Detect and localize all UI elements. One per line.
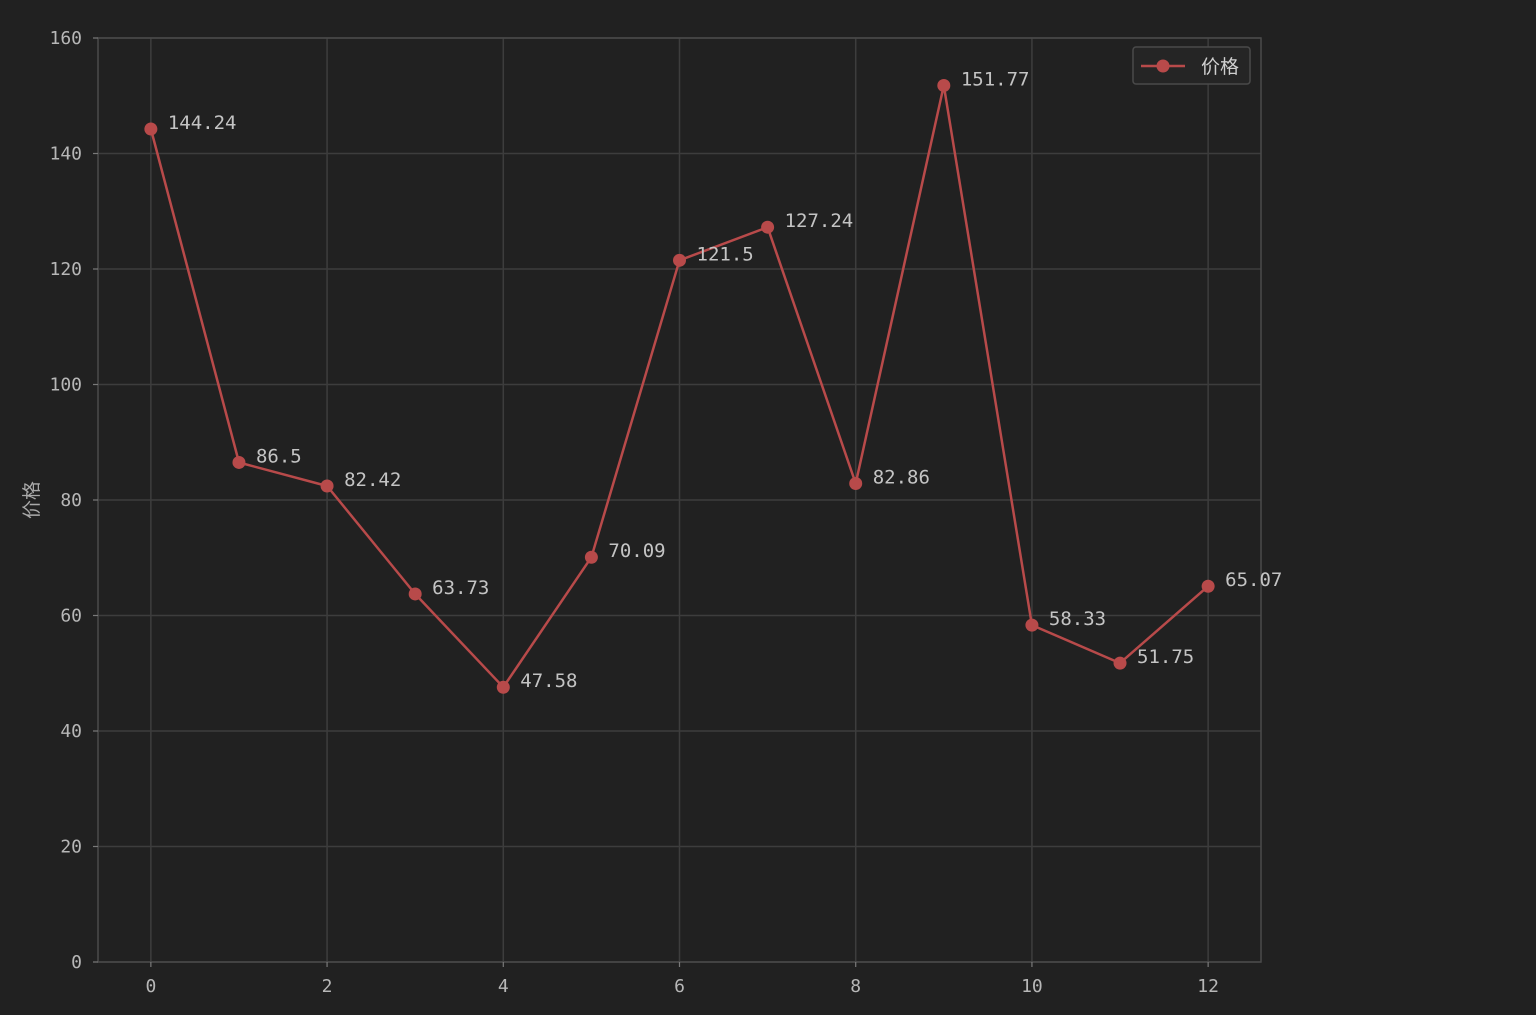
x-tick-label: 12 xyxy=(1197,976,1219,997)
data-label: 82.42 xyxy=(344,469,401,491)
y-tick-label: 80 xyxy=(60,490,82,511)
legend-frame xyxy=(1132,46,1251,85)
data-point xyxy=(673,253,686,267)
data-point xyxy=(496,680,510,694)
y-tick-label: 20 xyxy=(60,837,82,858)
data-point xyxy=(144,122,158,136)
data-label: 70.09 xyxy=(608,540,665,562)
data-point xyxy=(937,79,951,93)
x-tick-label: 2 xyxy=(322,976,333,997)
y-tick-label: 100 xyxy=(49,375,82,396)
series: 144.24 86.5 82.42 63.73 47.58 70.09 121.5 127.2… xyxy=(144,69,1282,694)
y-tick-label: 40 xyxy=(60,721,82,742)
data-point xyxy=(1201,579,1215,593)
data-label: 47.58 xyxy=(520,670,577,692)
x-tick-label: 4 xyxy=(498,976,509,997)
data-point xyxy=(320,479,334,493)
data-label: 151.77 xyxy=(961,69,1030,91)
data-point xyxy=(761,220,775,234)
legend: 价格 xyxy=(1132,46,1251,85)
y-tick-label: 140 xyxy=(49,144,82,165)
data-label: 58.33 xyxy=(1049,608,1106,630)
y-tick-label: 60 xyxy=(60,606,82,627)
data-label: 86.5 xyxy=(256,445,302,467)
data-point xyxy=(1025,618,1039,632)
data-label: 144.24 xyxy=(168,112,237,134)
legend-marker-swatch xyxy=(1156,59,1170,73)
data-point xyxy=(232,455,246,469)
y-tick-label: 160 xyxy=(49,28,82,49)
y-tick-label: 0 xyxy=(71,952,82,973)
data-label: 65.07 xyxy=(1225,569,1282,591)
data-label: 51.75 xyxy=(1137,646,1194,668)
data-point xyxy=(849,476,863,490)
data-point xyxy=(1113,656,1127,670)
x-tick-label: 0 xyxy=(145,976,156,997)
data-point xyxy=(584,550,598,564)
axis-ticks: 0 20 40 60 80 100 120 140 160 0 2 4 6 8 10 12 xyxy=(49,28,1218,997)
y-tick-label: 120 xyxy=(49,259,82,280)
data-label: 127.24 xyxy=(785,210,854,232)
x-tick-label: 6 xyxy=(674,976,685,997)
data-point xyxy=(408,587,422,601)
data-label: 63.73 xyxy=(432,577,489,599)
y-axis-label: 价格 xyxy=(21,481,43,519)
data-label: 82.86 xyxy=(873,466,930,488)
legend-entry-label: 价格 xyxy=(1201,56,1239,78)
data-label: 121.5 xyxy=(697,243,754,265)
x-tick-label: 10 xyxy=(1021,976,1043,997)
x-tick-label: 8 xyxy=(850,976,861,997)
